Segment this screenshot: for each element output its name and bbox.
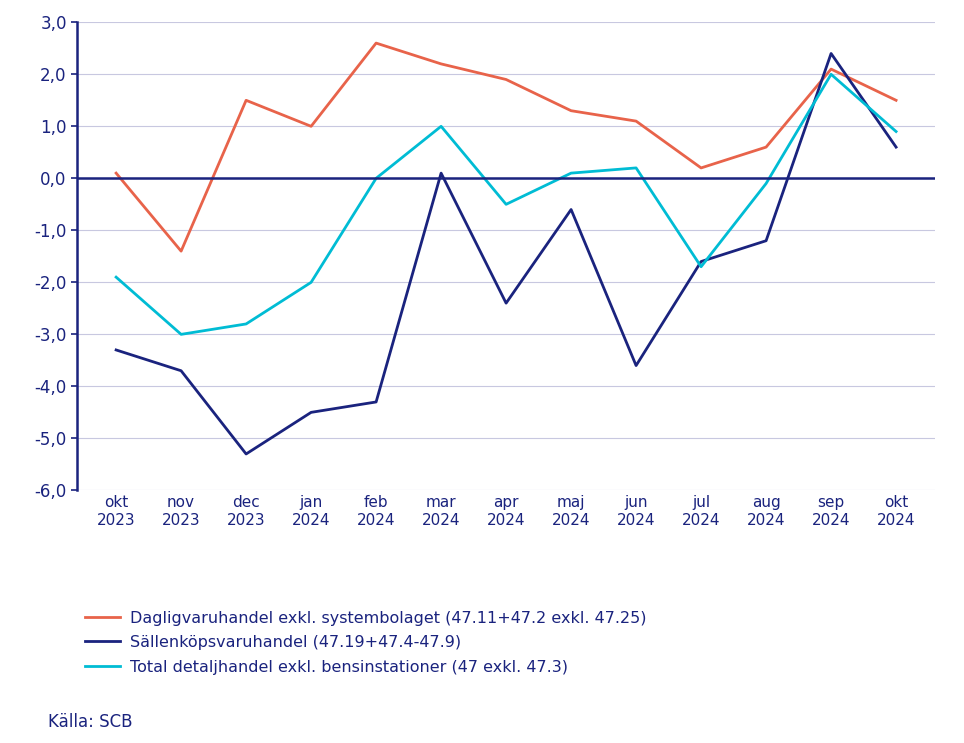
Sällenköpsvaruhandel (47.19+47.4-47.9) <box>370 398 382 406</box>
Total detaljhandel exkl. bensinstationer (47 exkl. 47.3) <box>825 70 837 79</box>
Sällenköpsvaruhandel (47.19+47.4-47.9) <box>306 408 317 417</box>
Sällenköpsvaruhandel (47.19+47.4-47.9) <box>825 49 837 58</box>
Sällenköpsvaruhandel (47.19+47.4-47.9) <box>240 450 252 458</box>
Text: Källa: SCB: Källa: SCB <box>48 713 133 730</box>
Total detaljhandel exkl. bensinstationer (47 exkl. 47.3) <box>630 163 642 172</box>
Total detaljhandel exkl. bensinstationer (47 exkl. 47.3) <box>761 179 772 188</box>
Line: Dagligvaruhandel exkl. systembolaget (47.11+47.2 exkl. 47.25): Dagligvaruhandel exkl. systembolaget (47… <box>116 43 897 251</box>
Legend: Dagligvaruhandel exkl. systembolaget (47.11+47.2 exkl. 47.25), Sällenköpsvaruhan: Dagligvaruhandel exkl. systembolaget (47… <box>85 611 646 675</box>
Sällenköpsvaruhandel (47.19+47.4-47.9) <box>110 345 121 354</box>
Total detaljhandel exkl. bensinstationer (47 exkl. 47.3) <box>110 273 121 282</box>
Total detaljhandel exkl. bensinstationer (47 exkl. 47.3) <box>891 127 902 136</box>
Total detaljhandel exkl. bensinstationer (47 exkl. 47.3) <box>240 319 252 328</box>
Total detaljhandel exkl. bensinstationer (47 exkl. 47.3) <box>695 262 707 271</box>
Dagligvaruhandel exkl. systembolaget (47.11+47.2 exkl. 47.25) <box>630 117 642 126</box>
Sällenköpsvaruhandel (47.19+47.4-47.9) <box>695 257 707 266</box>
Sällenköpsvaruhandel (47.19+47.4-47.9) <box>761 236 772 245</box>
Line: Total detaljhandel exkl. bensinstationer (47 exkl. 47.3): Total detaljhandel exkl. bensinstationer… <box>116 74 897 334</box>
Dagligvaruhandel exkl. systembolaget (47.11+47.2 exkl. 47.25) <box>500 75 512 84</box>
Sällenköpsvaruhandel (47.19+47.4-47.9) <box>630 361 642 370</box>
Sällenköpsvaruhandel (47.19+47.4-47.9) <box>891 143 902 152</box>
Dagligvaruhandel exkl. systembolaget (47.11+47.2 exkl. 47.25) <box>891 96 902 105</box>
Dagligvaruhandel exkl. systembolaget (47.11+47.2 exkl. 47.25) <box>370 39 382 48</box>
Line: Sällenköpsvaruhandel (47.19+47.4-47.9): Sällenköpsvaruhandel (47.19+47.4-47.9) <box>116 53 897 454</box>
Total detaljhandel exkl. bensinstationer (47 exkl. 47.3) <box>500 200 512 209</box>
Dagligvaruhandel exkl. systembolaget (47.11+47.2 exkl. 47.25) <box>240 96 252 105</box>
Dagligvaruhandel exkl. systembolaget (47.11+47.2 exkl. 47.25) <box>175 247 187 256</box>
Dagligvaruhandel exkl. systembolaget (47.11+47.2 exkl. 47.25) <box>110 169 121 178</box>
Total detaljhandel exkl. bensinstationer (47 exkl. 47.3) <box>175 330 187 339</box>
Sällenköpsvaruhandel (47.19+47.4-47.9) <box>175 366 187 375</box>
Total detaljhandel exkl. bensinstationer (47 exkl. 47.3) <box>306 278 317 287</box>
Dagligvaruhandel exkl. systembolaget (47.11+47.2 exkl. 47.25) <box>306 122 317 131</box>
Dagligvaruhandel exkl. systembolaget (47.11+47.2 exkl. 47.25) <box>825 65 837 74</box>
Sällenköpsvaruhandel (47.19+47.4-47.9) <box>436 169 447 178</box>
Dagligvaruhandel exkl. systembolaget (47.11+47.2 exkl. 47.25) <box>565 106 576 115</box>
Dagligvaruhandel exkl. systembolaget (47.11+47.2 exkl. 47.25) <box>695 163 707 172</box>
Sällenköpsvaruhandel (47.19+47.4-47.9) <box>565 205 576 214</box>
Sällenköpsvaruhandel (47.19+47.4-47.9) <box>500 299 512 308</box>
Dagligvaruhandel exkl. systembolaget (47.11+47.2 exkl. 47.25) <box>436 59 447 68</box>
Total detaljhandel exkl. bensinstationer (47 exkl. 47.3) <box>565 169 576 178</box>
Total detaljhandel exkl. bensinstationer (47 exkl. 47.3) <box>436 122 447 131</box>
Dagligvaruhandel exkl. systembolaget (47.11+47.2 exkl. 47.25) <box>761 143 772 152</box>
Total detaljhandel exkl. bensinstationer (47 exkl. 47.3) <box>370 174 382 183</box>
